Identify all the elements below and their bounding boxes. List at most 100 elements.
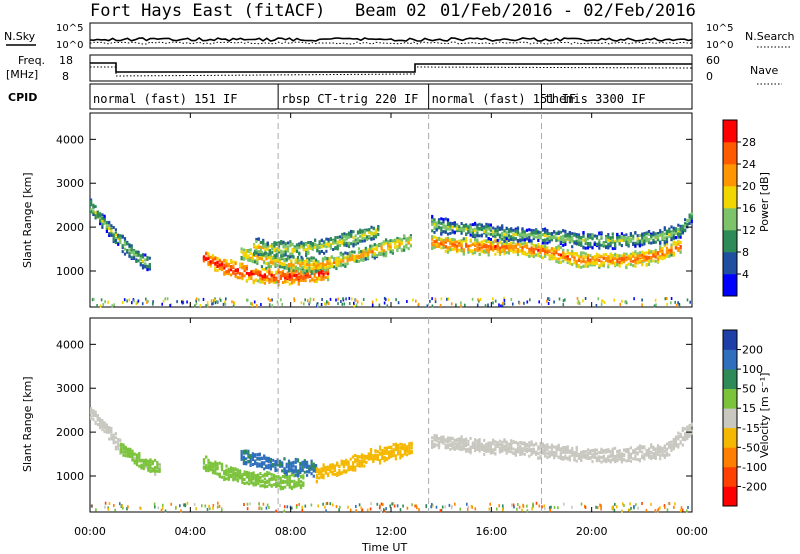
data-cell <box>318 470 321 474</box>
data-cell <box>661 231 664 234</box>
data-cell <box>350 230 353 233</box>
data-cell <box>281 274 285 277</box>
data-cell <box>652 250 655 254</box>
clutter-cell <box>222 302 225 306</box>
data-cell <box>96 212 99 216</box>
data-cell <box>510 235 513 239</box>
data-cell <box>650 259 653 263</box>
data-cell <box>264 242 267 246</box>
data-cell <box>643 258 646 262</box>
data-cell <box>403 245 406 249</box>
data-cell <box>566 450 569 454</box>
clutter-cell <box>214 301 217 305</box>
data-cell <box>290 485 294 489</box>
data-cell <box>293 474 296 478</box>
data-cell <box>354 460 357 464</box>
data-cell <box>257 270 260 274</box>
data-cell <box>275 278 278 282</box>
data-cell <box>528 239 531 243</box>
data-cell <box>389 239 392 243</box>
data-cell <box>320 275 323 279</box>
data-cell <box>270 477 273 481</box>
data-cell <box>361 229 364 233</box>
data-cell <box>465 448 468 451</box>
data-cell <box>566 255 569 259</box>
data-cell <box>530 246 533 250</box>
data-cell <box>334 246 337 250</box>
data-cell <box>446 446 450 450</box>
data-cell <box>130 255 133 259</box>
data-cell <box>392 450 395 454</box>
data-cell <box>323 251 326 255</box>
data-cell <box>507 239 511 242</box>
data-cell <box>251 453 254 457</box>
data-cell <box>444 245 447 249</box>
data-cell <box>483 243 486 246</box>
data-cell <box>492 247 495 251</box>
clutter-cell <box>434 297 437 301</box>
data-cell <box>283 471 286 475</box>
data-cell <box>525 242 529 246</box>
data-cell <box>668 233 671 236</box>
data-cell <box>586 456 590 460</box>
data-cell <box>451 242 454 246</box>
data-cell <box>284 279 287 283</box>
data-cell <box>354 458 357 462</box>
data-cell <box>503 244 506 248</box>
data-cell <box>546 448 549 452</box>
data-cell <box>336 243 339 247</box>
data-cell <box>329 470 332 474</box>
data-cell <box>598 246 601 250</box>
data-cell <box>593 450 596 454</box>
data-cell <box>485 447 488 451</box>
data-cell <box>598 264 601 268</box>
data-cell <box>315 474 318 477</box>
data-cell <box>379 452 382 456</box>
data-cell <box>351 455 355 459</box>
data-cell <box>322 464 325 468</box>
data-cell <box>514 250 517 254</box>
data-cell <box>512 244 515 248</box>
data-cell <box>101 223 104 227</box>
data-cell <box>557 260 560 264</box>
data-cell <box>268 477 271 481</box>
data-cell <box>90 203 93 207</box>
clutter-cell <box>384 297 387 301</box>
data-cell <box>409 234 412 238</box>
data-cell <box>232 260 235 264</box>
data-cell <box>647 260 651 264</box>
data-cell <box>523 230 526 234</box>
data-cell <box>553 445 556 449</box>
data-cell <box>487 244 490 248</box>
data-cell <box>516 442 520 446</box>
data-cell <box>325 237 328 241</box>
data-cell <box>661 247 664 250</box>
data-cell <box>582 255 585 259</box>
data-cell <box>437 442 441 446</box>
data-cell <box>577 454 581 458</box>
data-cell <box>645 263 648 266</box>
data-cell <box>329 244 332 248</box>
clutter-cell <box>492 301 494 305</box>
data-cell <box>315 263 318 267</box>
data-cell <box>307 246 310 250</box>
clutter-cell <box>476 303 479 307</box>
data-cell <box>263 481 266 484</box>
data-cell <box>114 241 117 244</box>
data-cell <box>254 476 257 480</box>
data-cell <box>240 250 243 254</box>
data-cell <box>403 449 406 453</box>
data-cell <box>469 223 472 227</box>
data-cell <box>505 445 508 449</box>
data-cell <box>151 467 154 471</box>
data-cell <box>645 238 648 242</box>
data-cell <box>460 231 463 235</box>
data-cell <box>296 267 300 270</box>
data-cell <box>241 481 244 484</box>
nsky-strip: 10^5 10^0 10^5 10^0 N.Sky N.Search <box>4 22 795 51</box>
data-cell <box>328 258 331 262</box>
clutter-cell <box>303 302 305 306</box>
data-cell <box>124 451 127 455</box>
data-cell <box>607 238 610 242</box>
data-cell <box>216 462 219 466</box>
